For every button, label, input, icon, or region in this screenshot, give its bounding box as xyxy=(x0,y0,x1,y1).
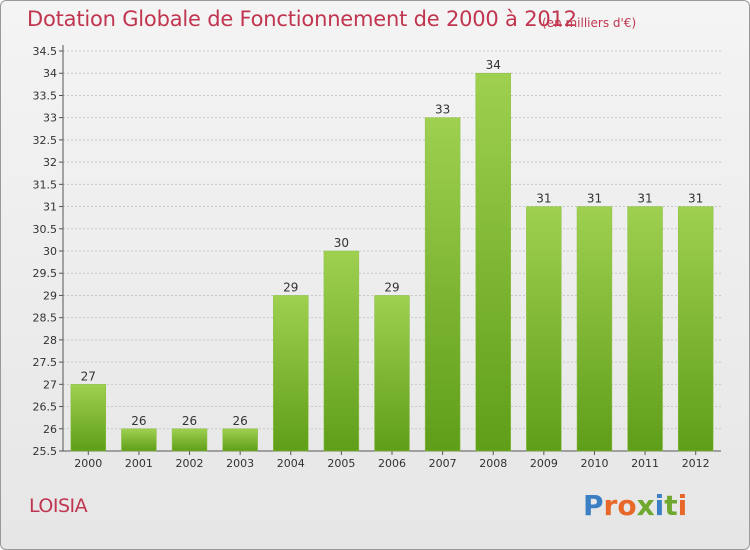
x-tick-label: 2007 xyxy=(429,457,457,470)
logo-letter: i xyxy=(677,489,688,522)
data-label: 31 xyxy=(536,192,551,206)
bar xyxy=(576,206,613,452)
y-tick-label: 28.5 xyxy=(33,312,58,325)
x-tick-label: 2005 xyxy=(327,457,355,470)
y-tick-label: 27.5 xyxy=(33,356,58,369)
x-tick-label: 2011 xyxy=(631,457,659,470)
data-label: 31 xyxy=(587,192,602,206)
data-label: 31 xyxy=(637,192,652,206)
bar xyxy=(424,117,461,452)
data-labels: 27 26 26 26 29 30 29 33 34 31 31 31 31 xyxy=(81,58,704,428)
logo-letter: i xyxy=(654,489,665,522)
logo-letter: t xyxy=(664,489,678,522)
x-tick-label: 2003 xyxy=(226,457,254,470)
commune-name: LOISIA xyxy=(29,495,88,517)
x-tick-label: 2008 xyxy=(479,457,507,470)
data-label: 26 xyxy=(233,414,248,428)
data-label: 33 xyxy=(435,103,450,117)
y-tick-label: 30 xyxy=(43,245,57,258)
chart-subtitle: (en milliers d'€) xyxy=(542,16,637,30)
x-tick-label: 2004 xyxy=(277,457,305,470)
data-label: 26 xyxy=(131,414,146,428)
bars xyxy=(70,72,714,452)
logo-letter: P xyxy=(583,489,604,522)
bar xyxy=(121,428,157,452)
y-tick-label: 32 xyxy=(43,156,57,169)
y-tick-label: 34 xyxy=(43,67,57,80)
y-tick-label: 33 xyxy=(43,112,57,125)
y-tick-label: 26.5 xyxy=(33,401,58,414)
y-tick-label: 25.5 xyxy=(33,445,58,458)
y-tick-label: 29.5 xyxy=(33,267,58,280)
y-tick-label: 32.5 xyxy=(33,134,58,147)
x-tick-label: 2000 xyxy=(74,457,102,470)
data-label: 34 xyxy=(486,58,501,72)
x-tick-label: 2006 xyxy=(378,457,406,470)
y-tick-label: 29 xyxy=(43,289,57,302)
y-tick-label: 28 xyxy=(43,334,57,347)
data-label: 27 xyxy=(81,369,96,383)
y-tick-label: 27 xyxy=(43,378,57,391)
bar xyxy=(323,250,360,452)
data-label: 26 xyxy=(182,414,197,428)
x-tick-label: 2009 xyxy=(530,457,558,470)
data-label: 30 xyxy=(334,236,349,250)
bar xyxy=(677,206,714,452)
chart-title: Dotation Globale de Fonctionnement de 20… xyxy=(27,7,577,31)
y-tick-label: 31.5 xyxy=(33,178,58,191)
proxiti-logo: Proxiti xyxy=(583,489,687,522)
data-label: 29 xyxy=(283,280,298,294)
y-tick-label: 30.5 xyxy=(33,223,58,236)
bar xyxy=(374,295,410,452)
bar xyxy=(627,206,663,452)
y-tick-label: 26 xyxy=(43,423,57,436)
y-tick-label: 31 xyxy=(43,201,57,214)
bar xyxy=(70,384,107,452)
bar xyxy=(526,206,562,452)
x-tick-label: 2001 xyxy=(125,457,153,470)
bar xyxy=(475,72,511,452)
logo-letter: r xyxy=(603,489,618,522)
data-label: 31 xyxy=(688,192,703,206)
y-tick-label: 33.5 xyxy=(33,89,58,102)
logo-letter: o xyxy=(617,489,637,522)
bar xyxy=(171,428,208,452)
x-tick-label: 2012 xyxy=(682,457,710,470)
bar xyxy=(273,295,309,452)
bar xyxy=(222,428,258,452)
x-tick-label: 2010 xyxy=(580,457,608,470)
y-tick-label: 34.5 xyxy=(33,45,58,58)
y-tick-labels: 25.5 26 26.5 27 27.5 28 28.5 29 29.5 30 30.5 31 31.5… xyxy=(33,45,58,458)
logo-letter: x xyxy=(636,489,655,522)
x-tick-labels: 2000 2001 2002 2003 2004 2005 2006 2007 2008 2009… xyxy=(74,457,709,470)
data-label: 29 xyxy=(384,280,399,294)
x-tick-label: 2002 xyxy=(176,457,204,470)
